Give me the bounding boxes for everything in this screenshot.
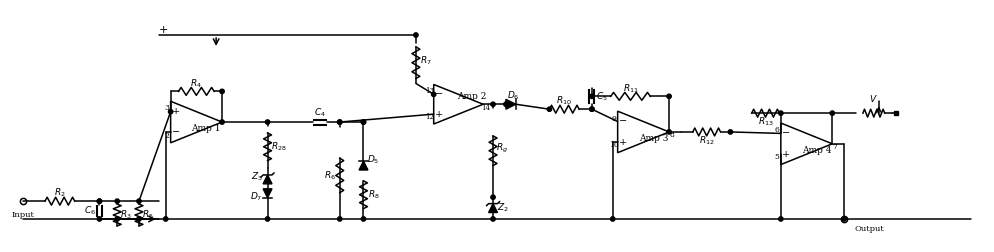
Circle shape	[778, 111, 783, 115]
Circle shape	[589, 107, 594, 111]
Circle shape	[667, 94, 671, 99]
Text: 13: 13	[425, 87, 434, 96]
Text: $R_6$: $R_6$	[324, 169, 336, 182]
Text: +: +	[159, 25, 168, 35]
Polygon shape	[359, 161, 368, 170]
Circle shape	[361, 217, 366, 221]
Circle shape	[361, 120, 366, 124]
Circle shape	[830, 111, 834, 115]
Text: $V$: $V$	[870, 93, 878, 104]
Text: Amp 3: Amp 3	[638, 134, 668, 143]
Text: $C_6$: $C_6$	[83, 205, 95, 217]
Text: +: +	[618, 138, 627, 147]
Text: $Z_2$: $Z_2$	[497, 202, 509, 214]
Text: −: −	[618, 117, 626, 126]
Circle shape	[97, 199, 101, 203]
Circle shape	[164, 217, 168, 221]
Text: $R_{28}$: $R_{28}$	[270, 141, 286, 153]
Circle shape	[729, 130, 733, 134]
Text: Amp 4: Amp 4	[802, 146, 831, 155]
Text: +: +	[171, 107, 180, 116]
Text: 14: 14	[482, 104, 491, 112]
Text: $R_{10}$: $R_{10}$	[557, 94, 573, 107]
Circle shape	[414, 33, 418, 37]
Circle shape	[265, 120, 269, 124]
Text: $R_5$: $R_5$	[142, 209, 154, 221]
Circle shape	[589, 107, 594, 111]
Circle shape	[137, 217, 141, 221]
Text: $Z_3$: $Z_3$	[250, 170, 262, 183]
Circle shape	[610, 217, 615, 221]
Circle shape	[137, 199, 141, 203]
Circle shape	[491, 102, 495, 106]
Circle shape	[361, 120, 366, 124]
Polygon shape	[489, 204, 497, 212]
Circle shape	[338, 120, 342, 124]
Text: −: −	[172, 128, 180, 137]
Text: 5: 5	[774, 153, 779, 161]
Circle shape	[97, 217, 101, 221]
Text: $R_8$: $R_8$	[368, 188, 380, 201]
Circle shape	[548, 107, 552, 111]
Circle shape	[589, 94, 594, 99]
Circle shape	[168, 109, 173, 114]
Circle shape	[265, 217, 269, 221]
Text: $R_{13}$: $R_{13}$	[757, 116, 773, 128]
Text: $C_4$: $C_4$	[314, 107, 326, 119]
Text: +: +	[434, 110, 442, 119]
Text: 2: 2	[164, 132, 169, 140]
Text: $R_g$: $R_g$	[496, 142, 508, 155]
Circle shape	[115, 217, 119, 221]
Circle shape	[491, 195, 495, 199]
Text: 12: 12	[425, 113, 434, 121]
Text: $D_5$: $D_5$	[367, 153, 380, 166]
Circle shape	[504, 102, 508, 106]
Circle shape	[338, 120, 342, 124]
Text: $D_7$: $D_7$	[250, 191, 262, 203]
Text: 9: 9	[611, 115, 616, 122]
Polygon shape	[263, 189, 272, 198]
Text: 6: 6	[774, 127, 779, 135]
Circle shape	[491, 217, 495, 221]
Text: $R_4$: $R_4$	[191, 77, 203, 90]
Circle shape	[220, 89, 225, 93]
Text: $R_3$: $R_3$	[120, 209, 132, 221]
Text: 3: 3	[164, 104, 169, 112]
Text: $R_2$: $R_2$	[54, 186, 66, 199]
Circle shape	[115, 199, 119, 203]
Text: Input: Input	[12, 211, 35, 219]
Text: 10: 10	[608, 141, 618, 149]
Text: −: −	[434, 90, 442, 99]
Text: $R_{11}$: $R_{11}$	[622, 82, 638, 95]
Text: Amp 1: Amp 1	[192, 124, 221, 134]
Text: Output: Output	[854, 225, 884, 233]
Text: −: −	[781, 129, 790, 138]
Polygon shape	[263, 175, 272, 184]
Text: Amp 2: Amp 2	[456, 92, 486, 101]
Text: 7: 7	[833, 143, 838, 151]
Text: $R_{12}$: $R_{12}$	[699, 135, 715, 147]
Circle shape	[778, 217, 783, 221]
Text: 8: 8	[670, 131, 675, 139]
Text: +: +	[781, 150, 790, 159]
Circle shape	[97, 199, 101, 203]
Polygon shape	[506, 99, 516, 109]
Circle shape	[220, 120, 225, 124]
Text: $C_5$: $C_5$	[596, 90, 607, 103]
Circle shape	[431, 92, 436, 97]
Circle shape	[667, 130, 671, 134]
Circle shape	[338, 217, 342, 221]
Text: $D_6$: $D_6$	[508, 89, 520, 102]
Circle shape	[842, 217, 846, 221]
Text: $R_7$: $R_7$	[419, 54, 431, 67]
